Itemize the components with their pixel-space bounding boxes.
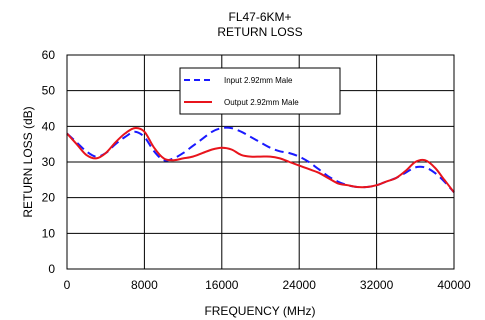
y-tick-label: 30 [42,155,56,169]
y-tick-labels: 0 10 20 30 40 50 60 [42,48,56,276]
x-tick-labels: 0 8000 16000 24000 32000 40000 [64,278,471,292]
y-tick-label: 0 [48,262,55,276]
legend: Input 2.92mm Male Output 2.92mm Male [179,67,341,115]
chart-subtitle: RETURN LOSS [217,25,302,39]
series-line-input [66,126,455,193]
y-tick-label: 10 [42,226,56,240]
legend-label-input: Input 2.92mm Male [224,76,293,85]
series-line-output [66,127,455,193]
x-tick-label: 24000 [283,278,317,292]
x-tick-label: 16000 [205,278,239,292]
y-tick-label: 40 [42,119,56,133]
x-axis-label: FREQUENCY (MHz) [204,304,315,318]
legend-label-output: Output 2.92mm Male [224,98,299,107]
x-tick-label: 8000 [131,278,158,292]
legend-box [179,67,341,115]
x-tick-label: 32000 [360,278,394,292]
plot-frame [66,54,455,270]
y-tick-label: 60 [42,48,56,62]
y-tick-label: 20 [42,191,56,205]
chart-title: FL47-6KM+ [228,10,291,24]
y-axis-label: RETURN LOSS (dB) [21,106,35,217]
x-tick-label: 40000 [437,278,471,292]
y-tick-label: 50 [42,84,56,98]
x-tick-label: 0 [64,278,71,292]
data-series [66,126,455,193]
